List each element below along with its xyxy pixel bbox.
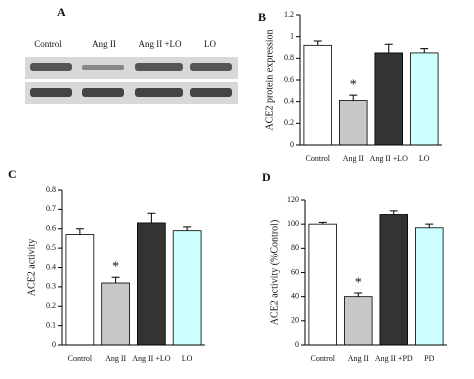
x-tick-label: Ang II	[105, 354, 126, 363]
error-bar	[349, 94, 358, 101]
y-tick-label: 0.8	[46, 185, 56, 194]
bar	[65, 234, 95, 346]
error-bar	[354, 292, 363, 297]
panel-label: A	[57, 5, 66, 19]
error-bar	[420, 48, 429, 53]
y-tick-label: 20	[291, 316, 299, 325]
y-tick-label: 1.2	[284, 10, 294, 19]
error-bar	[147, 212, 156, 223]
y-tick-label: 120	[287, 195, 299, 204]
x-tick-label: PD	[424, 354, 434, 363]
panel-label: D	[262, 170, 271, 184]
y-tick-label: 1	[290, 31, 294, 40]
y-tick-label: 0	[290, 140, 294, 149]
y-tick-label: 0.3	[46, 282, 56, 291]
annotation: *	[112, 259, 119, 274]
lane-label: Control	[34, 39, 62, 49]
error-bar	[425, 223, 434, 228]
y-tick-label: 60	[291, 267, 299, 276]
blot	[25, 57, 238, 104]
y-tick-label: 0.8	[284, 53, 294, 62]
x-tick-label: Ang II	[343, 154, 364, 163]
x-tick-label: Control	[306, 154, 331, 163]
bar	[415, 227, 444, 346]
x-tick-label: Ang II	[348, 354, 369, 363]
annotation: *	[350, 77, 357, 92]
error-bar	[75, 228, 84, 235]
y-tick-label: 0	[52, 340, 56, 349]
x-tick-label: Control	[68, 354, 93, 363]
error-bar	[111, 276, 120, 283]
bar	[344, 296, 373, 346]
y-axis-label: ACE2 activity	[26, 239, 37, 297]
y-tick-label: 0.5	[46, 243, 56, 252]
error-bar	[313, 40, 322, 46]
bar	[339, 100, 368, 146]
panel-label: B	[258, 10, 266, 24]
y-tick-label: 0.4	[46, 262, 56, 271]
y-axis-label: ACE2 protein expression	[264, 29, 275, 130]
x-tick-label: Ang II +LO	[132, 354, 171, 363]
x-tick-label: Control	[311, 354, 336, 363]
x-tick-label: Ang II +LO	[370, 154, 409, 163]
error-bar	[183, 226, 192, 231]
panel-label: C	[8, 167, 17, 181]
y-tick-label: 0.2	[284, 118, 294, 127]
bar	[303, 44, 332, 146]
y-tick-label: 100	[287, 219, 299, 228]
bar	[410, 52, 439, 146]
y-tick-label: 0	[295, 340, 299, 349]
error-bar	[384, 43, 393, 53]
bar	[137, 222, 166, 346]
error-bar	[318, 221, 327, 225]
bar	[379, 214, 408, 346]
y-tick-label: 0.6	[46, 224, 56, 233]
lane-label: Ang II +LO	[138, 39, 182, 49]
bar	[374, 52, 403, 146]
bar	[172, 230, 202, 346]
y-tick-label: 0.6	[284, 75, 294, 84]
y-tick-label: 0.1	[46, 320, 56, 329]
annotation: *	[355, 275, 362, 290]
x-tick-label: LO	[419, 154, 430, 163]
bar	[308, 223, 337, 346]
y-tick-label: 40	[291, 291, 299, 300]
y-tick-label: 80	[291, 243, 299, 252]
lane-label: LO	[204, 39, 216, 49]
bar	[101, 282, 130, 346]
lane-label: Ang II	[92, 39, 116, 49]
error-bar	[389, 210, 398, 215]
y-tick-label: 0.7	[46, 204, 56, 213]
x-tick-label: Ang II +PD	[375, 354, 413, 363]
y-tick-label: 0.2	[46, 301, 56, 310]
x-tick-label: LO	[182, 354, 193, 363]
y-tick-label: 0.4	[284, 96, 294, 105]
y-axis-label: ACE2 activity (%Control)	[269, 220, 280, 326]
